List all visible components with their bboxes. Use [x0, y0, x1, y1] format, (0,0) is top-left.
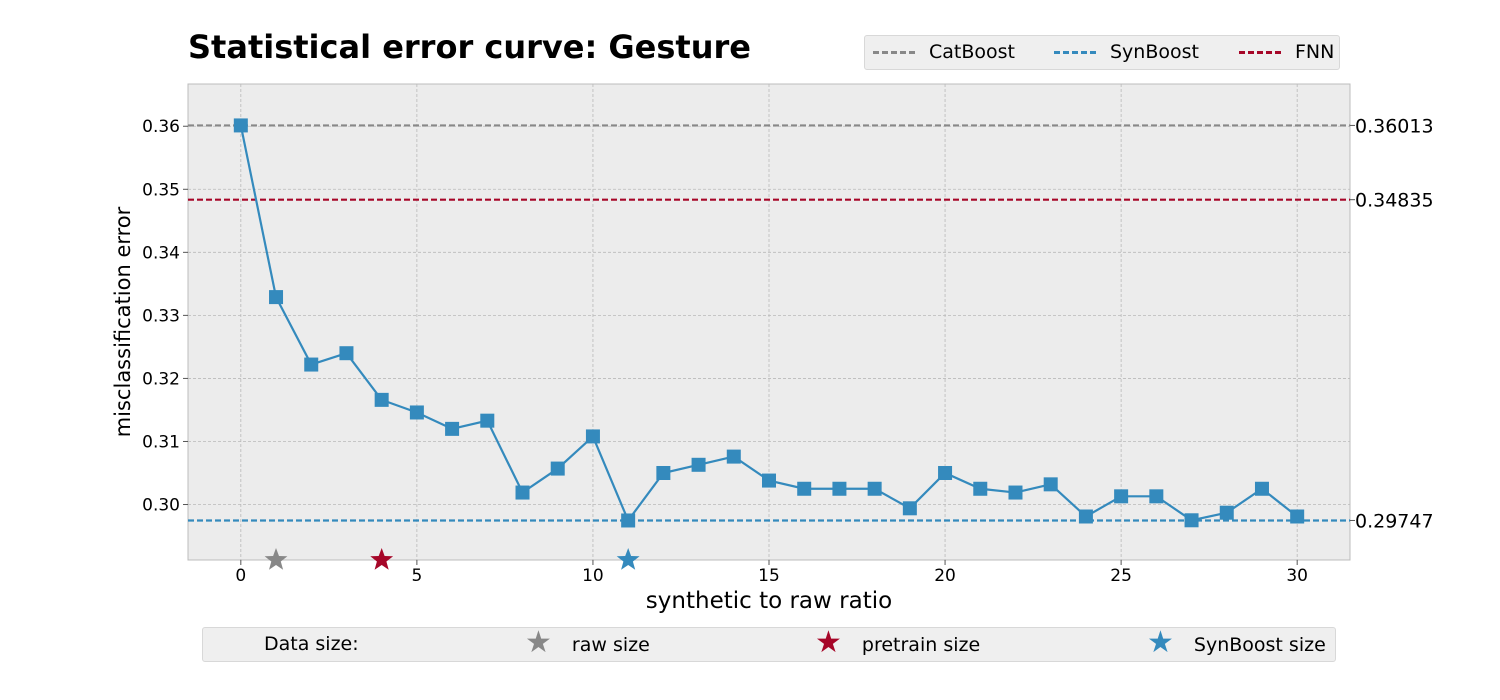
- x-tick-label: 5: [411, 566, 422, 586]
- legend-item-synboost-size: ★ SynBoost size: [1147, 628, 1326, 658]
- error-point-marker: [973, 481, 988, 496]
- synboost-size-star-icon: ★: [1147, 625, 1174, 660]
- legend-item-catboost: CatBoost: [873, 41, 1015, 63]
- synboost-line-swatch: [1054, 50, 1096, 54]
- error-point-marker: [938, 465, 953, 480]
- y-tick-label: 0.35: [142, 180, 180, 200]
- error-point-marker: [726, 449, 741, 464]
- error-point-marker: [269, 290, 284, 305]
- x-tick-label: 15: [758, 566, 780, 586]
- x-tick-label: 20: [934, 566, 956, 586]
- error-point-marker: [691, 457, 706, 472]
- error-point-marker: [304, 357, 319, 372]
- legend-item-pretrain-size: ★ pretrain size: [815, 628, 980, 658]
- error-point-marker: [515, 485, 530, 500]
- error-point-marker: [409, 405, 424, 420]
- error-point-marker: [445, 421, 460, 436]
- error-point-marker: [902, 501, 917, 516]
- x-tick-label: 0: [235, 566, 246, 586]
- error-point-marker: [585, 429, 600, 444]
- y-tick-label: 0.34: [142, 243, 180, 263]
- y-tick-label: 0.33: [142, 306, 180, 326]
- fnn-line-swatch: [1239, 50, 1281, 54]
- error-point-marker: [1184, 513, 1199, 528]
- error-point-marker: [1114, 489, 1129, 504]
- bottom-legend: Data size: ★ raw size ★ pretrain size ★ …: [202, 627, 1336, 662]
- data-size-legend-title: Data size:: [264, 633, 359, 655]
- raw-size-star-marker: [264, 548, 288, 570]
- x-axis-label: synthetic to raw ratio: [646, 588, 892, 614]
- top-legend: CatBoost SynBoost FNN: [864, 35, 1340, 70]
- error-point-marker: [1219, 505, 1234, 520]
- error-point-marker: [233, 118, 248, 133]
- x-tick-label: 25: [1110, 566, 1132, 586]
- pretrain-size-star-marker: [370, 548, 394, 570]
- x-tick-label: 30: [1286, 566, 1308, 586]
- legend-label-synboost-size: SynBoost size: [1193, 634, 1326, 656]
- legend-label-raw-size: raw size: [571, 634, 650, 656]
- y-axis-label: misclassification error: [111, 206, 135, 437]
- synboost-value-label: 0.29747: [1355, 510, 1434, 532]
- pretrain-size-star-icon: ★: [815, 625, 842, 660]
- chart-title: Statistical error curve: Gesture: [188, 28, 751, 66]
- legend-label-fnn: FNN: [1295, 41, 1335, 63]
- fnn-value-label: 0.34835: [1355, 190, 1434, 212]
- error-point-marker: [1078, 509, 1093, 524]
- y-tick-label: 0.30: [142, 496, 180, 516]
- synboost-size-star-marker: [616, 548, 640, 570]
- x-tick-label: 10: [582, 566, 604, 586]
- legend-label-pretrain-size: pretrain size: [861, 634, 981, 656]
- error-point-marker: [339, 346, 354, 361]
- error-point-marker: [867, 481, 882, 496]
- raw-size-star-icon: ★: [525, 625, 552, 660]
- error-point-marker: [797, 481, 812, 496]
- catboost-line-swatch: [873, 50, 915, 54]
- error-point-marker: [621, 513, 636, 528]
- error-point-marker: [1008, 485, 1023, 500]
- legend-label-synboost: SynBoost: [1110, 41, 1199, 63]
- error-point-marker: [1043, 477, 1058, 492]
- legend-label-catboost: CatBoost: [929, 41, 1015, 63]
- legend-item-raw-size: ★ raw size: [525, 628, 650, 658]
- error-point-marker: [550, 461, 565, 476]
- y-tick-label: 0.31: [142, 432, 180, 452]
- catboost-value-label: 0.36013: [1355, 115, 1434, 137]
- legend-item-synboost: SynBoost: [1054, 41, 1199, 63]
- y-tick-label: 0.36: [142, 117, 180, 137]
- error-point-marker: [832, 481, 847, 496]
- error-point-marker: [656, 465, 671, 480]
- error-point-marker: [1290, 509, 1305, 524]
- error-point-marker: [1254, 481, 1269, 496]
- error-point-marker: [762, 473, 776, 488]
- y-tick-label: 0.32: [142, 369, 180, 389]
- error-point-marker: [1149, 489, 1164, 504]
- legend-item-fnn: FNN: [1239, 41, 1334, 63]
- error-point-marker: [480, 413, 495, 428]
- error-point-marker: [374, 392, 389, 407]
